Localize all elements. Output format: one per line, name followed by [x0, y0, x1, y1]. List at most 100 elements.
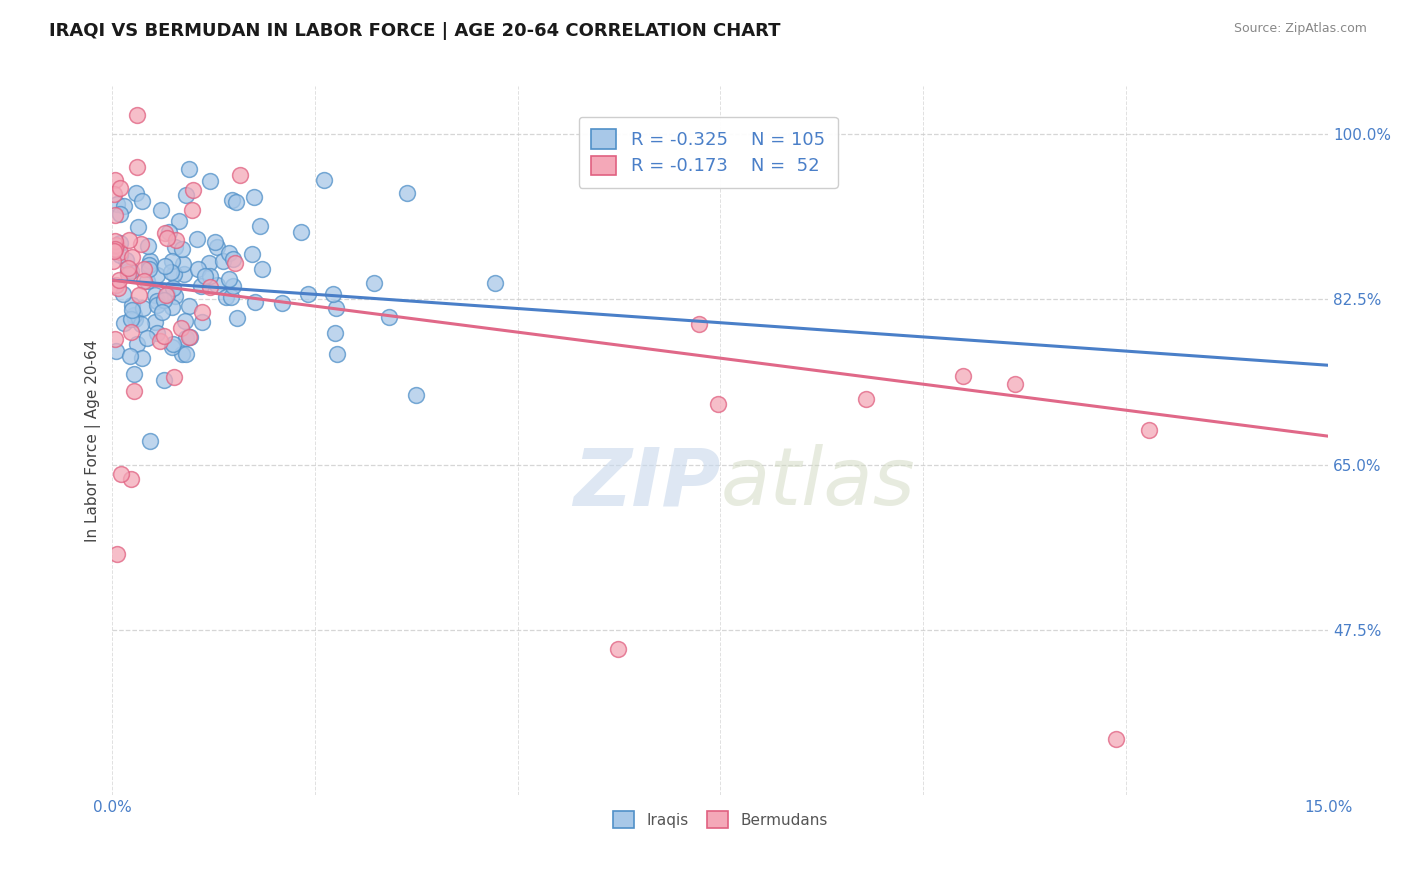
- Point: [117, 267, 139, 281]
- Point: [221, 252, 243, 266]
- Text: atlas: atlas: [720, 444, 915, 523]
- Point: [139, 253, 162, 268]
- Point: [952, 369, 974, 384]
- Point: [688, 318, 710, 332]
- Point: [170, 321, 193, 335]
- Point: [226, 311, 249, 326]
- Point: [212, 254, 235, 268]
- Point: [103, 234, 125, 248]
- Point: [104, 172, 127, 186]
- Point: [172, 257, 194, 271]
- Point: [205, 278, 228, 293]
- Point: [146, 298, 169, 312]
- Point: [160, 254, 183, 268]
- Point: [243, 295, 266, 310]
- Point: [174, 331, 197, 345]
- Point: [855, 392, 877, 406]
- Point: [1004, 376, 1026, 391]
- Point: [115, 253, 138, 268]
- Point: [121, 298, 143, 312]
- Point: [122, 384, 145, 399]
- Point: [243, 190, 266, 204]
- Point: [108, 248, 131, 262]
- Point: [155, 288, 177, 302]
- Point: [156, 231, 179, 245]
- Point: [172, 347, 194, 361]
- Point: [181, 203, 204, 218]
- Point: [170, 243, 193, 257]
- Point: [128, 288, 150, 302]
- Point: [125, 108, 148, 122]
- Point: [118, 234, 141, 248]
- Point: [484, 276, 506, 290]
- Point: [110, 467, 132, 481]
- Point: [122, 308, 145, 322]
- Point: [378, 310, 401, 324]
- Point: [250, 262, 273, 277]
- Point: [395, 186, 418, 200]
- Point: [153, 227, 176, 241]
- Point: [228, 168, 250, 182]
- Point: [146, 268, 169, 283]
- Point: [112, 199, 135, 213]
- Point: [104, 208, 127, 222]
- Point: [139, 434, 162, 448]
- Point: [198, 280, 221, 294]
- Point: [155, 259, 177, 273]
- Point: [157, 225, 180, 239]
- Point: [111, 287, 134, 301]
- Point: [160, 300, 183, 314]
- Point: [121, 302, 143, 317]
- Point: [104, 242, 127, 256]
- Point: [108, 273, 131, 287]
- Point: [156, 287, 179, 301]
- Point: [110, 244, 132, 259]
- Point: [162, 281, 184, 295]
- Point: [105, 238, 128, 252]
- Point: [181, 183, 204, 197]
- Text: Source: ZipAtlas.com: Source: ZipAtlas.com: [1233, 22, 1367, 36]
- Point: [153, 328, 176, 343]
- Point: [174, 188, 197, 202]
- Point: [218, 272, 240, 286]
- Point: [132, 301, 155, 315]
- Point: [207, 240, 229, 254]
- Point: [118, 349, 141, 363]
- Point: [214, 290, 236, 304]
- Point: [120, 263, 142, 277]
- Point: [297, 287, 319, 301]
- Point: [149, 203, 172, 218]
- Point: [163, 289, 186, 303]
- Point: [129, 237, 152, 252]
- Point: [221, 290, 243, 304]
- Point: [198, 174, 221, 188]
- Point: [204, 235, 226, 249]
- Point: [177, 330, 200, 344]
- Point: [218, 246, 240, 260]
- Point: [153, 293, 176, 307]
- Point: [146, 326, 169, 341]
- Point: [405, 388, 427, 402]
- Point: [190, 305, 212, 319]
- Point: [221, 193, 243, 207]
- Point: [148, 334, 170, 348]
- Point: [163, 267, 186, 281]
- Point: [173, 267, 195, 281]
- Point: [249, 219, 271, 233]
- Point: [125, 336, 148, 351]
- Point: [146, 293, 169, 308]
- Point: [163, 240, 186, 254]
- Point: [127, 220, 149, 235]
- Point: [240, 246, 263, 260]
- Point: [117, 263, 139, 277]
- Point: [138, 262, 160, 277]
- Point: [187, 262, 209, 277]
- Point: [1105, 731, 1128, 746]
- Point: [179, 330, 201, 344]
- Point: [271, 295, 294, 310]
- Point: [152, 372, 174, 386]
- Point: [179, 299, 201, 313]
- Point: [132, 274, 155, 288]
- Point: [194, 269, 217, 284]
- Point: [707, 397, 730, 411]
